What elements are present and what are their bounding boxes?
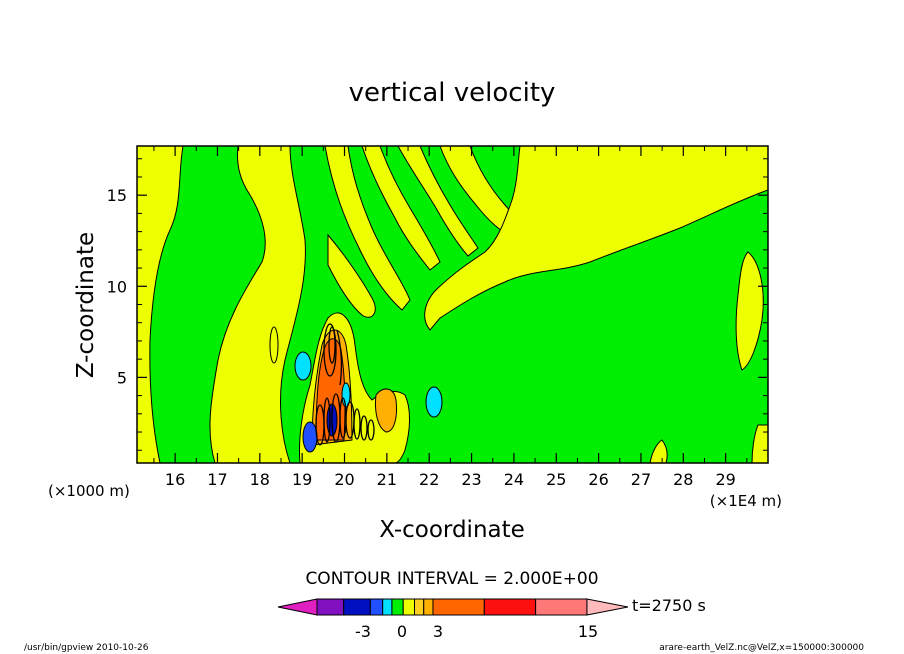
colorbar bbox=[277, 598, 629, 616]
contour-interval-label: CONTOUR INTERVAL = 2.000E+00 bbox=[305, 569, 598, 589]
colorbar-tick-label: 0 bbox=[397, 622, 407, 641]
x-tick-label: 18 bbox=[250, 470, 270, 489]
x-tick-label: 24 bbox=[504, 470, 524, 489]
colorbar-tick-label: 3 bbox=[433, 622, 443, 641]
x-tick-label: 22 bbox=[419, 470, 439, 489]
yellow-band-lower bbox=[327, 233, 376, 318]
dense-contours bbox=[315, 323, 375, 446]
colorbar-swatch bbox=[391, 598, 404, 616]
x-tick-label: 28 bbox=[673, 470, 693, 489]
x-tick-label: 19 bbox=[292, 470, 312, 489]
contour-field bbox=[137, 146, 768, 463]
colorbar-tick-label: 15 bbox=[578, 622, 598, 641]
footer-left: /usr/bin/gpview 2010-10-26 bbox=[24, 643, 149, 653]
colorbar-swatch bbox=[369, 598, 384, 616]
colorbar-swatch bbox=[402, 598, 416, 616]
colorbar-swatch bbox=[316, 598, 345, 616]
colorbar-swatch bbox=[432, 598, 485, 616]
colorbar-swatch bbox=[423, 598, 434, 616]
x-tick-label: 29 bbox=[715, 470, 735, 489]
chart-title: vertical velocity bbox=[349, 78, 556, 108]
x-tick-label: 21 bbox=[377, 470, 397, 489]
time-label: t=2750 s bbox=[632, 596, 706, 615]
x-tick-label: 25 bbox=[546, 470, 566, 489]
x-tick-label: 23 bbox=[461, 470, 481, 489]
colorbar-swatch bbox=[535, 598, 588, 616]
x-axis-label: X-coordinate bbox=[379, 517, 525, 543]
cyan-cell-1 bbox=[294, 351, 312, 381]
yellow-region-upper-right bbox=[424, 146, 768, 331]
x-tick-label: 17 bbox=[207, 470, 227, 489]
yellow-region-right bbox=[735, 251, 764, 371]
yellow-band-2 bbox=[361, 146, 441, 271]
colorbar-labels: -3 0 3 15 bbox=[355, 622, 598, 641]
colorbar-tick-label: -3 bbox=[355, 622, 371, 641]
yellow-region-left-column bbox=[209, 146, 306, 463]
colorbar-arrow-high bbox=[586, 598, 629, 616]
y-axis-label: Z-coordinate bbox=[73, 232, 99, 378]
x-tick-label: 26 bbox=[588, 470, 608, 489]
x-tick-label: 27 bbox=[631, 470, 651, 489]
yellow-region-lower-right bbox=[751, 424, 768, 463]
yellow-region-left bbox=[137, 146, 184, 463]
x-tick-label: 16 bbox=[165, 470, 185, 489]
y-axis-ticks: 5 10 15 bbox=[107, 158, 768, 451]
colorbar-swatch bbox=[414, 598, 425, 616]
x-axis-ticks: 16 17 18 19 20 21 22 23 24 25 26 27 28 29 bbox=[153, 146, 748, 489]
yellow-region-bottom-right bbox=[649, 439, 668, 463]
colorbar-swatch bbox=[483, 598, 537, 616]
y-tick-label: 10 bbox=[107, 277, 127, 296]
x-tick-label: 20 bbox=[334, 470, 354, 489]
colorbar-arrow-low bbox=[277, 598, 318, 616]
orange-small-blob bbox=[375, 388, 397, 433]
cyan-cell-2 bbox=[425, 386, 443, 418]
footer-right: arare-earth_VelZ.nc@VelZ,x=150000:300000 bbox=[659, 643, 864, 653]
x-units-right: (×1E4 m) bbox=[710, 492, 782, 510]
yellow-band-1 bbox=[324, 146, 411, 311]
y-tick-label: 15 bbox=[107, 186, 127, 205]
yellow-blob bbox=[269, 326, 279, 364]
x-units-left: (×1000 m) bbox=[48, 482, 130, 500]
colorbar-swatch bbox=[382, 598, 393, 616]
blue-cell-1 bbox=[302, 421, 318, 453]
y-tick-label: 5 bbox=[117, 368, 127, 387]
yellow-band-3 bbox=[397, 146, 479, 257]
colorbar-swatch bbox=[343, 598, 371, 616]
